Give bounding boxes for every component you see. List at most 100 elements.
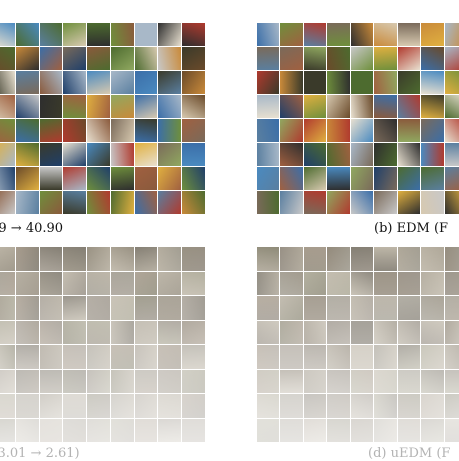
thumbnail-image — [280, 71, 303, 94]
thumbnail-image — [421, 71, 444, 94]
image-grid-panel-a — [0, 23, 205, 214]
thumbnail-image — [15, 418, 39, 442]
thumbnail-image — [280, 418, 303, 442]
thumbnail-image — [134, 23, 158, 46]
thumbnail-image — [39, 47, 63, 70]
thumbnail-image — [87, 23, 110, 46]
thumbnail-image — [158, 320, 182, 344]
thumbnail-image — [327, 320, 350, 344]
thumbnail-image — [350, 47, 374, 70]
thumbnail-image — [257, 394, 280, 418]
thumbnail-image — [444, 71, 459, 94]
thumbnail-image — [350, 247, 374, 271]
thumbnail-image — [257, 47, 280, 70]
thumbnail-image — [397, 47, 421, 70]
thumbnail-image — [327, 95, 350, 118]
thumbnail-image — [444, 369, 459, 393]
thumbnail-image — [110, 369, 134, 393]
thumbnail-image — [374, 71, 397, 94]
thumbnail-image — [257, 119, 280, 142]
thumbnail-image — [63, 320, 87, 344]
thumbnail-image — [0, 394, 15, 418]
thumbnail-image — [280, 247, 303, 271]
thumbnail-image — [374, 418, 397, 442]
thumbnail-image — [39, 345, 63, 369]
thumbnail-image — [350, 143, 374, 166]
thumbnail-image — [257, 143, 280, 166]
thumbnail-image — [134, 296, 158, 320]
thumbnail-image — [303, 95, 327, 118]
thumbnail-image — [374, 95, 397, 118]
thumbnail-image — [303, 143, 327, 166]
thumbnail-image — [421, 167, 444, 190]
thumbnail-image — [63, 247, 87, 271]
thumbnail-image — [15, 119, 39, 142]
thumbnail-image — [350, 320, 374, 344]
thumbnail-image — [397, 320, 421, 344]
thumbnail-image — [303, 167, 327, 190]
thumbnail-image — [134, 167, 158, 190]
thumbnail-image — [303, 369, 327, 393]
thumbnail-image — [350, 119, 374, 142]
thumbnail-image — [15, 47, 39, 70]
thumbnail-image — [421, 394, 444, 418]
thumbnail-image — [63, 296, 87, 320]
thumbnail-image — [63, 143, 87, 166]
thumbnail-image — [327, 167, 350, 190]
thumbnail-image — [15, 271, 39, 295]
thumbnail-image — [110, 143, 134, 166]
thumbnail-image — [134, 271, 158, 295]
thumbnail-image — [257, 71, 280, 94]
thumbnail-image — [257, 271, 280, 295]
thumbnail-image — [182, 271, 205, 295]
thumbnail-image — [257, 23, 280, 46]
thumbnail-image — [280, 320, 303, 344]
thumbnail-image — [421, 271, 444, 295]
thumbnail-image — [421, 320, 444, 344]
thumbnail-image — [87, 71, 110, 94]
thumbnail-image — [303, 247, 327, 271]
thumbnail-image — [134, 95, 158, 118]
thumbnail-image — [110, 95, 134, 118]
thumbnail-image — [15, 296, 39, 320]
thumbnail-image — [257, 369, 280, 393]
thumbnail-image — [421, 418, 444, 442]
thumbnail-image — [397, 418, 421, 442]
thumbnail-image — [15, 247, 39, 271]
thumbnail-image — [444, 247, 459, 271]
thumbnail-image — [374, 345, 397, 369]
thumbnail-image — [15, 23, 39, 46]
thumbnail-image — [134, 418, 158, 442]
thumbnail-image — [134, 119, 158, 142]
thumbnail-image — [158, 271, 182, 295]
thumbnail-image — [303, 23, 327, 46]
thumbnail-image — [303, 418, 327, 442]
thumbnail-image — [397, 143, 421, 166]
thumbnail-image — [110, 191, 134, 214]
thumbnail-image — [110, 71, 134, 94]
thumbnail-image — [350, 71, 374, 94]
thumbnail-image — [134, 191, 158, 214]
thumbnail-image — [110, 394, 134, 418]
thumbnail-image — [421, 23, 444, 46]
thumbnail-image — [374, 394, 397, 418]
thumbnail-image — [87, 394, 110, 418]
thumbnail-image — [350, 296, 374, 320]
thumbnail-image — [110, 271, 134, 295]
thumbnail-image — [134, 394, 158, 418]
thumbnail-image — [182, 167, 205, 190]
thumbnail-image — [280, 95, 303, 118]
thumbnail-image — [421, 345, 444, 369]
thumbnail-image — [444, 191, 459, 214]
thumbnail-image — [350, 95, 374, 118]
thumbnail-image — [134, 247, 158, 271]
thumbnail-image — [421, 247, 444, 271]
thumbnail-image — [134, 71, 158, 94]
thumbnail-image — [350, 369, 374, 393]
thumbnail-image — [39, 71, 63, 94]
thumbnail-image — [0, 119, 15, 142]
thumbnail-image — [444, 394, 459, 418]
thumbnail-image — [158, 345, 182, 369]
thumbnail-image — [257, 95, 280, 118]
thumbnail-image — [15, 71, 39, 94]
